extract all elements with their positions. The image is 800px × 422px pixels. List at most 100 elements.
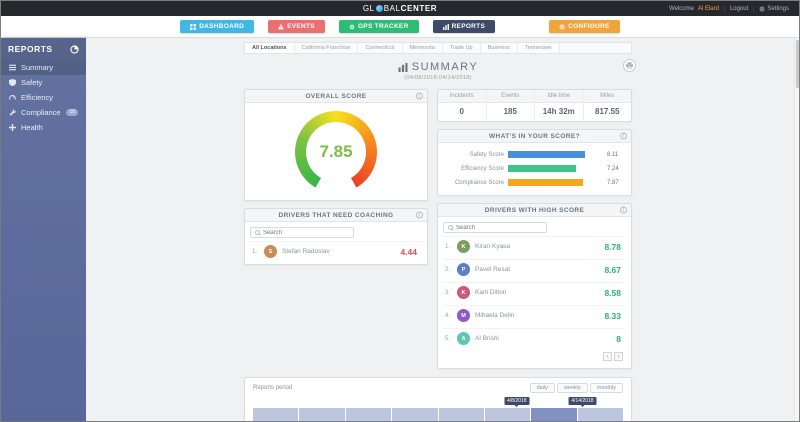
gauge-ring: 7.85	[295, 110, 377, 193]
nav-configure-button[interactable]: CONFIGURE	[549, 20, 620, 33]
range-start-tooltip: 4/8/2018	[504, 397, 530, 407]
topbar-right: Welcome Al Elard Logout Settings	[664, 1, 794, 16]
date-range: (04/08/2018-04/14/2018)	[404, 75, 472, 81]
settings-link[interactable]: Settings	[753, 5, 794, 12]
safety-bar	[508, 151, 585, 158]
driver-row[interactable]: 5. A Al Brishi 8	[443, 328, 626, 348]
monthly-button[interactable]: monthly	[589, 383, 623, 393]
weekly-button[interactable]: weekly	[556, 383, 588, 393]
search-input[interactable]	[456, 224, 542, 231]
cards-grid: OVERALL SCORE 7.85 DRIVERS THAT NEED COA…	[244, 89, 632, 369]
driver-row[interactable]: 1. K Kiran Kyasa 8.78	[443, 236, 626, 256]
bar-chart-icon	[398, 62, 408, 72]
tab-location-6[interactable]: Business	[481, 43, 518, 53]
tab-location-4[interactable]: Minnesota	[403, 43, 443, 53]
info-icon[interactable]	[416, 211, 423, 219]
timeline-segment[interactable]	[392, 408, 439, 421]
wrench-icon	[9, 109, 16, 116]
gear-icon	[759, 5, 766, 12]
welcome-text: Welcome Al Elard	[669, 5, 719, 12]
avatar: K	[457, 286, 470, 299]
driver-row[interactable]: 2. P Pavel Resat 8.67	[443, 259, 626, 279]
reports-sidebar: REPORTS Summary Safety Efficiency Compli…	[1, 38, 86, 421]
driver-score: 8.58	[604, 287, 621, 298]
stat-miles: Miles 817.55	[583, 90, 631, 121]
tab-location-2[interactable]: California Franchise	[295, 43, 359, 53]
compliance-badge: 10	[66, 109, 78, 116]
avatar: M	[457, 309, 470, 322]
tab-location-5[interactable]: Trade Up	[443, 43, 481, 53]
stats-card: Incidents 0 Events 185 Idle time 14h 32m	[437, 89, 632, 122]
period-buttons: daily weekly monthly	[529, 383, 623, 393]
app-logo: GL BAL CENTER	[363, 4, 437, 13]
tab-location-3[interactable]: Connecticut	[358, 43, 403, 53]
daily-button[interactable]: daily	[529, 383, 555, 393]
tab-location-7[interactable]: Tennessee	[518, 43, 560, 53]
stats-row: Incidents 0 Events 185 Idle time 14h 32m	[438, 90, 631, 121]
nav-dashboard-button[interactable]: DASHBOARD	[180, 20, 255, 33]
driver-row[interactable]: 1. S Stefan Radoslav 4.44	[250, 241, 422, 261]
print-export-button[interactable]	[623, 59, 636, 72]
timeline-segment[interactable]	[439, 408, 485, 421]
tab-all-locations[interactable]: All Locations	[245, 43, 295, 53]
high-score-body: 1. K Kiran Kyasa 8.78 2. P Pavel Resat 8…	[438, 217, 631, 368]
period-timeline[interactable]	[253, 408, 623, 421]
sidebar-item-compliance[interactable]: Compliance 10	[1, 105, 86, 120]
list-icon	[9, 64, 16, 71]
info-icon[interactable]	[620, 132, 627, 140]
timeline-segment[interactable]	[578, 408, 623, 421]
card-header: DRIVERS WITH HIGH SCORE	[438, 204, 631, 217]
prev-page-button[interactable]: ‹	[603, 352, 612, 361]
stat-events: Events 185	[486, 90, 535, 121]
driver-score: 8.78	[604, 241, 621, 252]
card-header: OVERALL SCORE	[245, 90, 427, 103]
driver-name: Stefan Radoslav	[282, 248, 330, 255]
content-wrapper: All Locations California Franchise Conne…	[244, 42, 636, 421]
driver-name: Mihaela Delin	[475, 312, 515, 319]
timeline-segment[interactable]	[531, 408, 578, 421]
period-label: Reports period	[253, 385, 293, 391]
nav-gps-tracker-button[interactable]: GPS TRACKER	[338, 20, 419, 33]
nav-events-button[interactable]: EVENTS	[268, 20, 325, 33]
high-score-search	[443, 222, 547, 233]
driver-row[interactable]: 3. K Karli Dilton 8.58	[443, 282, 626, 302]
overall-score-card: OVERALL SCORE 7.85	[244, 89, 428, 201]
nav-reports-button[interactable]: REPORTS	[432, 20, 496, 33]
search-input[interactable]	[263, 229, 349, 236]
timeline-segment[interactable]	[299, 408, 346, 421]
logo-text: BAL	[383, 4, 401, 13]
logout-link[interactable]: Logout	[723, 5, 753, 12]
card-header: DRIVERS THAT NEED COACHING	[245, 209, 427, 222]
username: Al Elard	[697, 5, 719, 12]
right-column: Incidents 0 Events 185 Idle time 14h 32m	[437, 89, 632, 369]
sidebar-item-summary[interactable]: Summary	[1, 60, 86, 75]
location-tabs: All Locations California Franchise Conne…	[244, 42, 632, 54]
avatar: A	[457, 332, 470, 345]
timeline-segment[interactable]	[346, 408, 393, 421]
range-end-tooltip: 4/14/2018	[568, 397, 597, 407]
scrollbar-thumb[interactable]	[796, 40, 799, 88]
main-content: All Locations California Franchise Conne…	[86, 38, 799, 421]
info-icon[interactable]	[620, 206, 627, 214]
info-icon[interactable]	[416, 92, 423, 100]
search-icon	[255, 230, 260, 235]
compliance-bar	[508, 179, 584, 186]
coaching-body: 1. S Stefan Radoslav 4.44	[245, 222, 427, 264]
card-header: WHAT'S IN YOUR SCORE?	[438, 130, 631, 143]
next-page-button[interactable]: ›	[614, 352, 623, 361]
sidebar-item-efficiency[interactable]: Efficiency	[1, 90, 86, 105]
timeline-segment[interactable]	[485, 408, 532, 421]
pie-chart-icon	[70, 44, 79, 54]
gps-target-icon	[349, 24, 355, 29]
timeline-segment[interactable]	[253, 408, 300, 421]
driver-name: Pavel Resat	[475, 266, 511, 273]
avatar: S	[264, 245, 277, 258]
page-title-block: SUMMARY (04/08/2018-04/14/2018)	[244, 61, 632, 81]
sidebar-item-safety[interactable]: Safety	[1, 75, 86, 90]
pagination: ‹ ›	[443, 348, 626, 365]
sidebar-item-health[interactable]: Health	[1, 120, 86, 135]
vertical-scrollbar[interactable]	[794, 38, 799, 421]
driver-row[interactable]: 4. M Mihaela Delin 8.33	[443, 305, 626, 325]
driver-score: 8	[616, 333, 621, 344]
driver-score: 8.67	[604, 264, 621, 275]
